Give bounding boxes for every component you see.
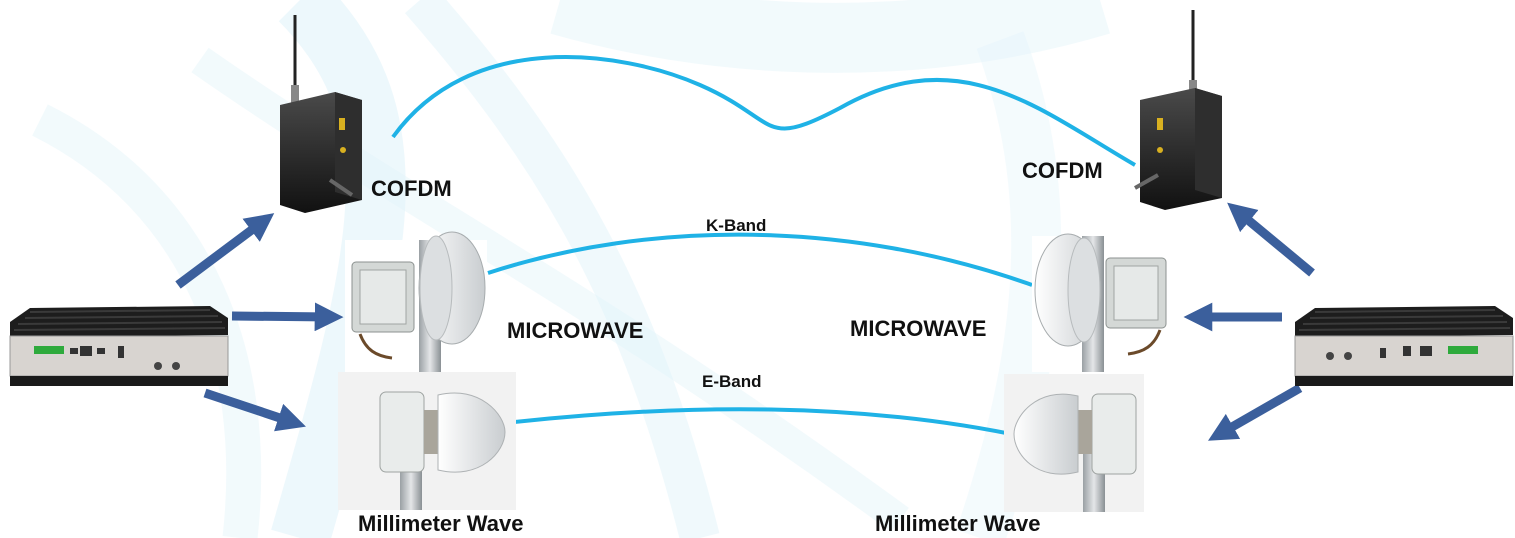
eband-link bbox=[487, 407, 1031, 440]
kband-link bbox=[487, 232, 1033, 287]
left-mini-pc bbox=[9, 306, 229, 386]
cofdm-label-left: COFDM bbox=[371, 176, 452, 201]
arrow-right-to-mmwave bbox=[1208, 384, 1303, 441]
eband-label: E-Band bbox=[702, 372, 762, 391]
right-mini-pc bbox=[1294, 306, 1514, 386]
right-microwave-radio bbox=[1032, 233, 1172, 372]
left-cofdm-unit bbox=[280, 15, 362, 213]
kband-label: K-Band bbox=[706, 216, 767, 235]
microwave-label-right: MICROWAVE bbox=[850, 316, 987, 341]
left-mmwave-radio bbox=[338, 372, 516, 510]
arrow-right-to-cofdm bbox=[1227, 202, 1315, 277]
arrow-left-to-mmwave bbox=[203, 388, 306, 432]
mmwave-label-right: Millimeter Wave bbox=[875, 511, 1041, 536]
right-cofdm-unit bbox=[1134, 10, 1222, 210]
cofdm-link bbox=[391, 55, 1137, 167]
arrow-left-to-microwave bbox=[231, 302, 344, 332]
left-microwave-radio bbox=[345, 231, 487, 372]
mmwave-label-left: Millimeter Wave bbox=[358, 511, 524, 536]
cofdm-label-right: COFDM bbox=[1022, 158, 1103, 183]
microwave-label-left: MICROWAVE bbox=[507, 318, 644, 343]
arrows bbox=[175, 202, 1315, 441]
arrow-left-to-cofdm bbox=[175, 213, 275, 289]
right-mmwave-radio bbox=[1004, 374, 1144, 512]
